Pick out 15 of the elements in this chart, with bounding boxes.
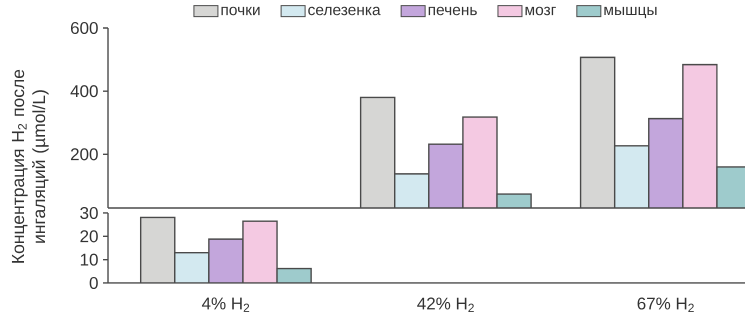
legend-label: селезенка [308,6,381,16]
y-tick-label: 600 [70,22,98,34]
x-tick-label: 67% H$_{2}$ [638,298,694,312]
y-tick-label: 30 [80,206,98,220]
y-tick-label: 10 [80,254,98,266]
legend-label: мозг [526,6,556,16]
y-tick-label: 200 [70,148,98,160]
y-tick-label: 20 [80,230,98,242]
x-tick-label: 42% H$_{2}$ [417,298,474,312]
y-tick-label: 400 [70,85,98,98]
legend-label: почки [222,6,260,16]
y-tick-label: 0 [90,276,98,290]
legend-label: мышцы [604,6,657,18]
x-tick-label: 4% H$_{2}$ [202,298,250,312]
legend-label: печень [428,6,477,16]
